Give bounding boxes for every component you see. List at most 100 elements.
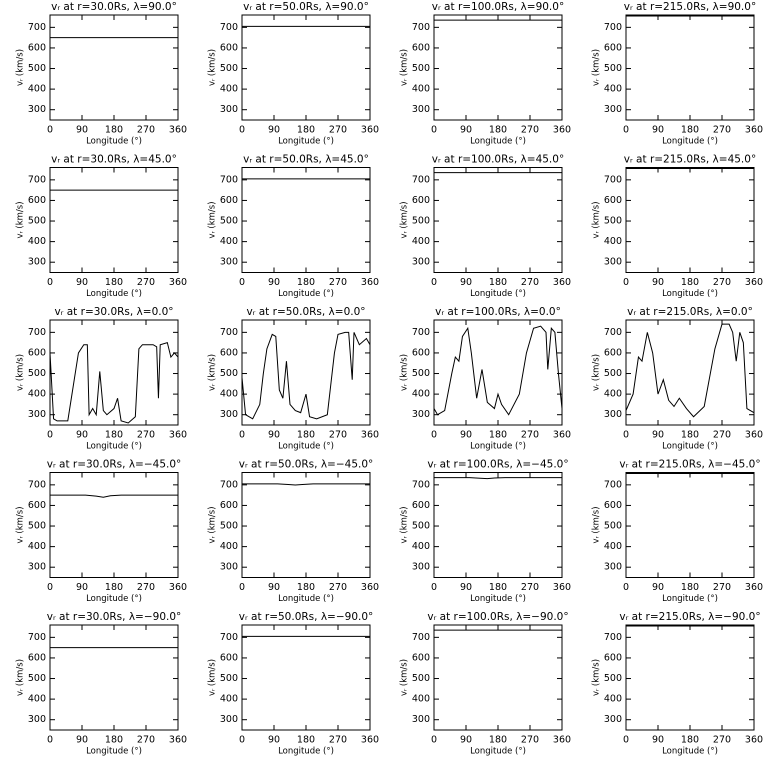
- x-tick-label: 0: [239, 277, 245, 288]
- x-tick-label: 0: [431, 430, 437, 441]
- x-tick-label: 360: [553, 125, 571, 136]
- plot-frame: [49, 167, 179, 273]
- data-line: [434, 477, 562, 480]
- y-tick-label: 300: [220, 714, 238, 725]
- x-axis-label: Longitude (°): [86, 289, 142, 299]
- y-tick-label: 600: [412, 195, 430, 206]
- x-axis-label: Longitude (°): [86, 747, 142, 757]
- y-tick-label: 300: [604, 562, 622, 573]
- x-tick-label: 360: [361, 125, 379, 136]
- x-tick-label: 270: [137, 430, 155, 441]
- panel-title: vᵣ at r=100.0Rs, λ=90.0°: [432, 1, 564, 13]
- plot-frame: [433, 319, 563, 426]
- x-tick-label: 360: [745, 582, 763, 593]
- y-tick-label: 600: [28, 500, 46, 511]
- y-tick-label: 500: [604, 63, 622, 74]
- x-tick-label: 270: [713, 125, 731, 136]
- plot-frame: [49, 472, 179, 578]
- y-tick-label: 500: [604, 368, 622, 379]
- x-tick-label: 270: [713, 430, 731, 441]
- x-tick-label: 0: [623, 430, 629, 441]
- data-line: [49, 342, 179, 424]
- x-tick-label: 270: [521, 277, 539, 288]
- plot-frame: [49, 14, 179, 121]
- y-axis-label: vᵣ (km/s): [400, 201, 410, 238]
- x-axis-label: Longitude (°): [662, 289, 718, 299]
- plot-frame: [433, 14, 563, 121]
- y-tick-label: 500: [604, 521, 622, 532]
- y-tick-label: 700: [28, 479, 46, 490]
- x-tick-label: 0: [47, 430, 53, 441]
- x-tick-label: 0: [239, 735, 245, 746]
- x-tick-label: 360: [745, 430, 763, 441]
- y-tick-label: 600: [220, 500, 238, 511]
- panel-title: vᵣ at r=30.0Rs, λ=−90.0°: [47, 611, 182, 623]
- x-tick-label: 90: [268, 735, 280, 746]
- y-tick-label: 600: [28, 42, 46, 53]
- x-tick-label: 180: [297, 735, 315, 746]
- panel-title: vᵣ at r=50.0Rs, λ=−90.0°: [239, 611, 374, 623]
- x-tick-label: 360: [169, 735, 187, 746]
- x-tick-label: 180: [681, 735, 699, 746]
- plot-frame: [625, 472, 755, 578]
- panel-title: vᵣ at r=30.0Rs, λ=−45.0°: [47, 459, 182, 471]
- panel-title: vᵣ at r=100.0Rs, λ=0.0°: [435, 306, 561, 318]
- y-tick-label: 400: [28, 389, 46, 400]
- x-tick-label: 90: [652, 277, 664, 288]
- y-tick-label: 600: [604, 500, 622, 511]
- x-tick-label: 180: [105, 735, 123, 746]
- x-tick-label: 270: [329, 430, 347, 441]
- x-tick-label: 270: [137, 582, 155, 593]
- x-tick-label: 360: [169, 125, 187, 136]
- x-tick-label: 270: [713, 582, 731, 593]
- y-tick-label: 700: [28, 632, 46, 643]
- x-tick-label: 180: [681, 582, 699, 593]
- x-tick-label: 270: [521, 125, 539, 136]
- panel-title: vᵣ at r=100.0Rs, λ=45.0°: [432, 154, 564, 166]
- x-tick-label: 360: [169, 430, 187, 441]
- x-axis-label: Longitude (°): [470, 442, 526, 452]
- x-axis-label: Longitude (°): [470, 747, 526, 757]
- y-tick-label: 700: [220, 479, 238, 490]
- y-tick-label: 300: [220, 257, 238, 268]
- x-tick-label: 0: [431, 125, 437, 136]
- y-tick-label: 400: [220, 84, 238, 95]
- x-tick-label: 180: [681, 277, 699, 288]
- x-tick-label: 180: [105, 430, 123, 441]
- y-tick-label: 400: [412, 389, 430, 400]
- y-tick-label: 300: [604, 257, 622, 268]
- y-tick-label: 300: [604, 714, 622, 725]
- x-tick-label: 0: [431, 735, 437, 746]
- plot-frame: [241, 624, 371, 731]
- x-tick-label: 360: [553, 735, 571, 746]
- y-tick-label: 400: [28, 84, 46, 95]
- y-tick-label: 500: [412, 368, 430, 379]
- panel-title: vᵣ at r=215.0Rs, λ=45.0°: [624, 154, 756, 166]
- plot-frame: [625, 14, 755, 121]
- x-tick-label: 90: [460, 125, 472, 136]
- y-tick-label: 500: [412, 521, 430, 532]
- y-axis-label: vᵣ (km/s): [592, 659, 602, 696]
- y-tick-label: 500: [412, 216, 430, 227]
- y-axis-label: vᵣ (km/s): [592, 506, 602, 543]
- y-tick-label: 600: [220, 195, 238, 206]
- y-tick-label: 400: [28, 236, 46, 247]
- y-tick-label: 400: [412, 236, 430, 247]
- x-tick-label: 0: [47, 735, 53, 746]
- x-tick-label: 180: [105, 582, 123, 593]
- x-tick-label: 360: [553, 277, 571, 288]
- plot-frame: [241, 167, 371, 273]
- y-tick-label: 600: [412, 652, 430, 663]
- y-axis-label: vᵣ (km/s): [400, 506, 410, 543]
- x-tick-label: 90: [460, 430, 472, 441]
- y-tick-label: 500: [220, 216, 238, 227]
- x-tick-label: 270: [521, 430, 539, 441]
- y-tick-label: 600: [220, 652, 238, 663]
- panel-title: vᵣ at r=215.0Rs, λ=90.0°: [624, 1, 756, 13]
- x-axis-label: Longitude (°): [662, 442, 718, 452]
- y-axis-label: vᵣ (km/s): [16, 354, 26, 391]
- y-tick-label: 300: [220, 104, 238, 115]
- x-tick-label: 360: [745, 735, 763, 746]
- panel-title: vᵣ at r=100.0Rs, λ=−45.0°: [427, 459, 568, 471]
- y-tick-label: 300: [412, 714, 430, 725]
